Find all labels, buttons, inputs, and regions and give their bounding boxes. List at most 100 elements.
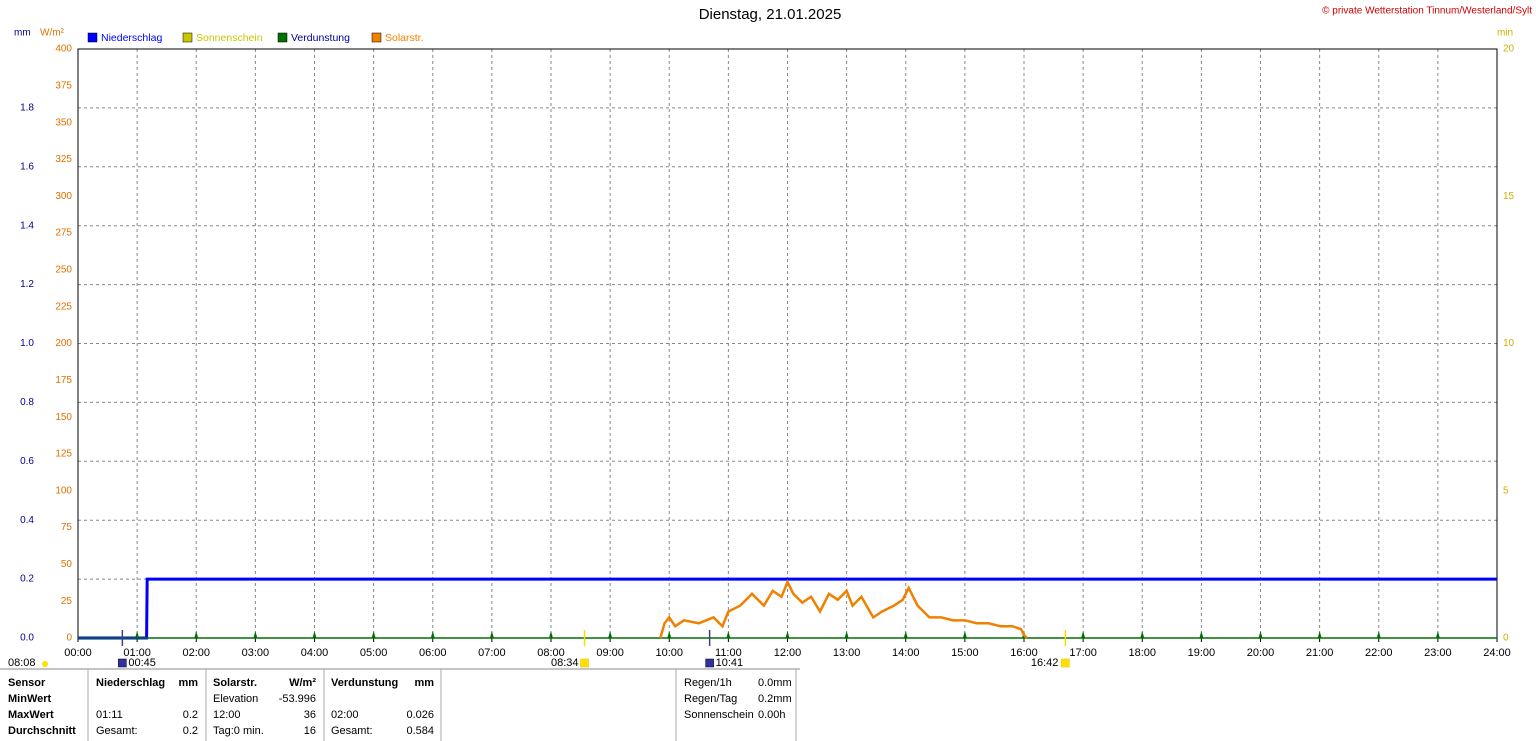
x-tick-label: 08:00 (537, 647, 565, 659)
y-tick-label: 0.0 (20, 633, 34, 644)
y-tick-label: 0.6 (20, 456, 34, 467)
series-marker (312, 631, 317, 638)
x-tick-label: 19:00 (1188, 647, 1216, 659)
table-cell: mm (178, 677, 198, 689)
y-tick-label: 1.8 (20, 103, 34, 114)
y2-tick-label: 75 (61, 522, 73, 533)
annotation-icon (42, 661, 48, 667)
y2-tick-label: 350 (55, 117, 72, 128)
table-cell: Tag:0 min. (213, 725, 264, 737)
series-marker (667, 631, 672, 638)
x-tick-label: 06:00 (419, 647, 447, 659)
legend-swatch (87, 32, 98, 43)
side-cell: 0.2mm (758, 693, 792, 705)
table-cell: 0.584 (406, 725, 434, 737)
series-marker (608, 631, 613, 638)
x-tick-label: 13:00 (833, 647, 861, 659)
series-marker (1199, 631, 1204, 638)
side-cell: Sonnenschein (684, 709, 754, 721)
y-tick-label: 0.2 (20, 574, 34, 585)
y2-tick-label: 300 (55, 191, 72, 202)
series-marker (903, 631, 908, 638)
x-tick-label: 01:00 (123, 647, 151, 659)
table-cell: Solarstr. (213, 677, 257, 689)
y2-tick-label: 125 (55, 449, 72, 460)
annotation-label: 10:41 (716, 657, 744, 669)
table-cell: Niederschlag (96, 677, 165, 689)
y2-tick-label: 375 (55, 80, 72, 91)
x-tick-label: 20:00 (1247, 647, 1275, 659)
annotation-icon (1061, 658, 1070, 668)
table-cell: 0.2 (183, 725, 198, 737)
x-tick-label: 09:00 (596, 647, 624, 659)
y2-tick-label: 400 (55, 44, 72, 55)
table-cell: 16 (304, 725, 316, 737)
series-marker (489, 631, 494, 638)
series-marker (1317, 631, 1322, 638)
annotation-icon (580, 658, 589, 668)
x-tick-label: 07:00 (478, 647, 506, 659)
series-marker (1258, 631, 1263, 638)
y3-tick-label: 10 (1503, 338, 1515, 349)
y2-tick-label: 25 (61, 596, 73, 607)
y2-tick-label: 325 (55, 154, 72, 165)
series-marker (844, 631, 849, 638)
side-cell: Regen/1h (684, 677, 732, 689)
table-cell: W/m² (289, 677, 316, 689)
table-cell: mm (414, 677, 434, 689)
y2-tick-label: 50 (61, 559, 73, 570)
side-cell: Regen/Tag (684, 693, 737, 705)
x-tick-label: 16:00 (1010, 647, 1038, 659)
y2-tick-label: 275 (55, 228, 72, 239)
y3-tick-label: 5 (1503, 485, 1509, 496)
series-line (659, 579, 1028, 639)
x-tick-label: 02:00 (182, 647, 210, 659)
table-cell: -53.996 (279, 693, 316, 705)
series-marker (1376, 631, 1381, 638)
annotation-icon (118, 658, 127, 668)
table-cell: 0.2 (183, 709, 198, 721)
y-tick-label: 1.6 (20, 161, 34, 172)
table-cell: 12:00 (213, 709, 241, 721)
x-tick-label: 14:00 (892, 647, 920, 659)
legend-swatch (182, 32, 193, 43)
x-tick-label: 18:00 (1128, 647, 1156, 659)
y-tick-label: 0.8 (20, 397, 34, 408)
x-tick-label: 10:00 (655, 647, 683, 659)
table-cell: Verdunstung (331, 677, 398, 689)
table-cell: Gesamt: (96, 725, 138, 737)
annotation-label: 08:08 (8, 657, 36, 669)
legend-label: Niederschlag (101, 32, 162, 44)
y3-tick-label: 20 (1503, 44, 1515, 55)
annotation-icon (705, 658, 714, 668)
y3-tick-label: 15 (1503, 191, 1515, 202)
series-marker (726, 631, 731, 638)
series-marker (253, 631, 258, 638)
series-marker (1435, 631, 1440, 638)
table-cell: MinWert (8, 693, 52, 705)
chart-title: Dienstag, 21.01.2025 (699, 6, 842, 23)
x-tick-label: 21:00 (1306, 647, 1334, 659)
x-tick-label: 03:00 (242, 647, 270, 659)
table-cell: Durchschnitt (8, 725, 76, 737)
table-cell: Gesamt: (331, 725, 373, 737)
legend-label: Solarstr. (385, 32, 424, 44)
y3-tick-label: 0 (1503, 633, 1509, 644)
x-tick-label: 00:00 (64, 647, 92, 659)
series-marker (1140, 631, 1145, 638)
legend-label: Verdunstung (291, 32, 350, 44)
x-tick-label: 12:00 (774, 647, 802, 659)
y2-tick-label: 0 (66, 633, 72, 644)
x-tick-label: 04:00 (301, 647, 329, 659)
y2-axis-unit: W/m² (40, 28, 65, 39)
y2-tick-label: 200 (55, 338, 72, 349)
y-axis-unit: mm (14, 28, 31, 39)
table-cell: 01:11 (96, 709, 123, 721)
x-tick-label: 23:00 (1424, 647, 1452, 659)
y-tick-label: 1.2 (20, 279, 34, 290)
series-marker (785, 631, 790, 638)
table-cell: Sensor (8, 677, 46, 689)
y2-tick-label: 225 (55, 301, 72, 312)
side-cell: 0.00h (758, 709, 786, 721)
y3-axis-unit: min (1497, 28, 1513, 39)
